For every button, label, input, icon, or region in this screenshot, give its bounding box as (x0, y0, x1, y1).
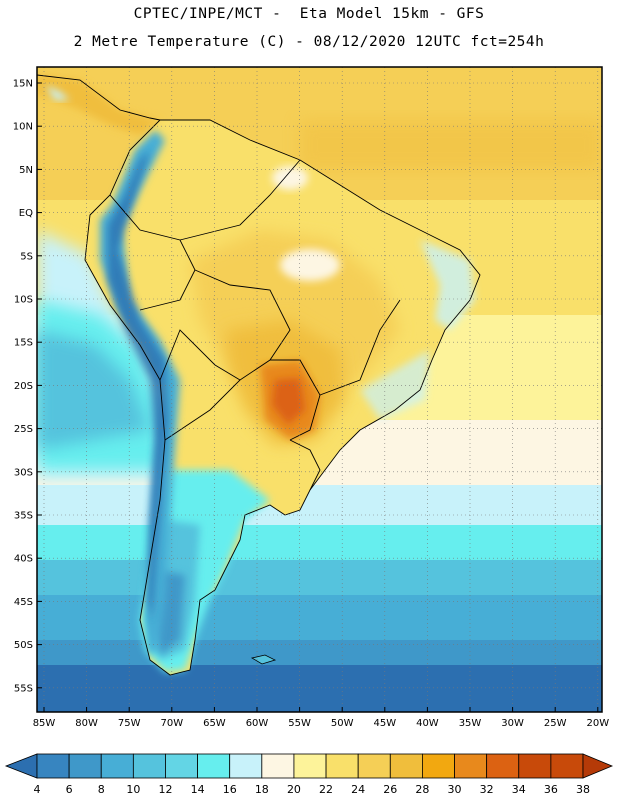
colorbar-label: 22 (319, 783, 333, 796)
colorbar-box (518, 753, 552, 779)
lat-label: EQ (19, 208, 33, 219)
colorbar-box (357, 753, 391, 779)
lat-label: 30S (14, 467, 33, 478)
political-boundaries (37, 74, 481, 676)
colorbar-box (422, 753, 455, 779)
title-line-2: 2 Metre Temperature (C) - 08/12/2020 12U… (73, 34, 545, 50)
colorbar-label: 26 (383, 783, 397, 796)
lon-label: 40W (416, 718, 439, 729)
colorbar-label: 18 (255, 783, 269, 796)
colorbar-label: 6 (66, 783, 73, 796)
colorbar-label: 30 (448, 783, 462, 796)
colorbar-arrow-right (582, 753, 614, 779)
colorbar-box (36, 753, 70, 779)
colorbar-box (197, 753, 231, 779)
ocean-14 (37, 560, 602, 600)
lon-label: 70W (160, 718, 183, 729)
colorbar-box (389, 753, 423, 779)
colorbar-boxes (4, 753, 614, 779)
colorbar-label: 36 (544, 783, 558, 796)
colorbar-box (229, 753, 263, 779)
colorbar-label: 20 (287, 783, 301, 796)
lat-label: 40S (14, 554, 33, 565)
lon-label: 55W (288, 718, 311, 729)
colorbar-label: 12 (158, 783, 172, 796)
hotspot-36 (272, 378, 305, 425)
longitude-labels: 85W 80W 75W 70W 65W 60W 55W 50W 45W 40W 35W 30W 25W 2… (33, 707, 609, 729)
border-uruguay (289, 439, 321, 491)
colorbar-box (261, 753, 295, 779)
lat-label: 5S (20, 251, 33, 262)
colorbar-label: 16 (223, 783, 237, 796)
colorbar-labels: 4 6 8 10 12 14 16 18 20 22 24 26 28 30 32 34 36 38 (34, 783, 591, 796)
lat-label: 20S (14, 381, 33, 392)
lat-label: 25S (14, 424, 33, 435)
lon-label: 45W (373, 718, 396, 729)
lat-label: 5N (19, 165, 33, 176)
amazon-cool-patch (280, 249, 340, 281)
border-venezuela-brazil (179, 159, 301, 241)
guiana-cool-patch (272, 166, 308, 190)
title-line-1: CPTEC/INPE/MCT - Eta Model 15km - GFS (133, 6, 485, 22)
southeast-cool-strip (360, 350, 430, 420)
lat-label: 15N (13, 79, 33, 90)
colorbar-box (293, 753, 327, 779)
lon-label: 60W (246, 718, 269, 729)
temperature-map: 15N 10N 5N EQ 5S 10S 15S 20S 25S 30S 35S 40S 45S 50S 5… (13, 66, 609, 729)
ocean-18 (37, 525, 602, 565)
colorbar-label: 4 (34, 783, 41, 796)
lat-label: 50S (14, 640, 33, 651)
ocean-6 (37, 665, 602, 712)
colorbar-box (68, 753, 102, 779)
pacific-cool-16 (37, 330, 150, 450)
colorbar-box (454, 753, 488, 779)
temperature-field (37, 67, 602, 712)
lon-label: 20W (586, 718, 609, 729)
colorbar-arrow-left (4, 753, 38, 779)
colorbar-label: 38 (576, 783, 590, 796)
lat-label: 45S (14, 597, 33, 608)
central-america-highlands (45, 85, 70, 100)
ocean-band-28 (300, 120, 602, 170)
lat-label: 55S (14, 683, 33, 694)
northeast-cool-strip (420, 240, 475, 330)
colorbar-box (100, 753, 134, 779)
colorbar-box (486, 753, 520, 779)
colorbar-box (325, 753, 359, 779)
colorbar-label: 28 (415, 783, 429, 796)
colorbar-box (550, 753, 584, 779)
lon-label: 80W (75, 718, 98, 729)
border-chile-argentina (164, 379, 241, 441)
colorbar-label: 34 (512, 783, 526, 796)
colorbar: 4 6 8 10 12 14 16 18 20 22 24 26 28 30 32 34 36 38 (4, 753, 614, 796)
lat-label: 10S (14, 295, 33, 306)
latitude-labels: 15N 10N 5N EQ 5S 10S 15S 20S 25S 30S 35S 40S 45S 50S 5… (13, 79, 42, 694)
lat-label: 35S (14, 511, 33, 522)
lon-label: 65W (203, 718, 226, 729)
border-brazil-states (319, 299, 401, 396)
ocean-12 (37, 595, 602, 645)
coastline (84, 119, 481, 676)
colorbar-label: 24 (351, 783, 365, 796)
andes-cold-core (108, 150, 168, 620)
ocean-20 (37, 485, 602, 530)
colorbar-box (132, 753, 166, 779)
lat-label: 15S (14, 338, 33, 349)
lon-label: 25W (544, 718, 567, 729)
lon-label: 85W (33, 718, 56, 729)
colorbar-box (165, 753, 198, 779)
lon-label: 30W (501, 718, 524, 729)
colorbar-label: 8 (98, 783, 105, 796)
lat-label: 10N (13, 122, 33, 133)
central-america-coast (37, 74, 161, 121)
lon-label: 75W (118, 718, 141, 729)
map-frame (36, 66, 603, 713)
colorbar-label: 32 (480, 783, 494, 796)
colorbar-label: 10 (126, 783, 140, 796)
falkland-islands (250, 654, 277, 665)
lon-label: 50W (331, 718, 354, 729)
colorbar-label: 14 (191, 783, 205, 796)
border-colombia-peru (109, 194, 196, 311)
lon-label: 35W (459, 718, 482, 729)
